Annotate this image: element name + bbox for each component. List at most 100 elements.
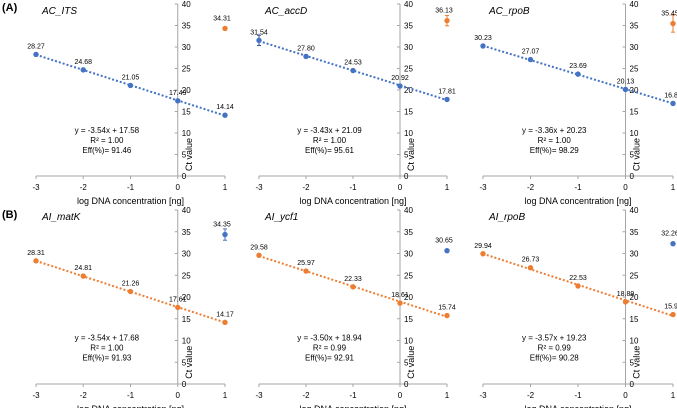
data-point [80, 67, 86, 73]
data-label: 24.81 [74, 265, 92, 272]
x-tick-label: 1 [671, 391, 676, 400]
y-axis-title: Ct value [632, 138, 642, 171]
outlier-label: 36.13 [435, 8, 453, 15]
x-tick-label: -1 [349, 183, 357, 192]
data-point [575, 71, 581, 77]
equation-line: R² = 1.00 [90, 136, 124, 145]
data-point [527, 265, 534, 271]
x-tick-label: 0 [176, 391, 181, 400]
data-label: 20.92 [391, 75, 409, 82]
data-label: 27.80 [297, 45, 315, 52]
outlier-label: 34.31 [213, 15, 231, 22]
x-tick-label: -2 [527, 183, 535, 192]
x-axis-title: log DNA concentration [ng] [299, 404, 406, 408]
data-label: 21.26 [122, 281, 140, 288]
data-label: 27.07 [522, 49, 540, 56]
data-point [256, 37, 262, 44]
equation-line: Eff(%)= 92.91 [305, 354, 355, 363]
equation-line: Eff(%)= 91.46 [82, 146, 132, 155]
data-label: 29.94 [474, 243, 492, 250]
outlier-label: 30.65 [435, 238, 453, 245]
y-tick-label: 0 [630, 380, 635, 389]
outlier-point [444, 17, 450, 24]
data-label: 25.97 [297, 260, 315, 267]
equation-line: y = -3.54x + 17.68 [75, 334, 140, 343]
y-tick-label: 25 [404, 271, 413, 280]
data-point [256, 252, 262, 259]
data-point [670, 100, 676, 107]
y-tick-label: 5 [630, 151, 635, 160]
y-tick-label: 20 [182, 293, 191, 302]
equation-line: y = -3.43x + 21.09 [297, 126, 362, 135]
y-tick-label: 30 [182, 250, 191, 259]
data-point [670, 311, 676, 318]
x-tick-label: 1 [223, 391, 228, 400]
data-point [480, 43, 486, 49]
trendline [482, 252, 674, 317]
y-tick-label: 5 [182, 151, 187, 160]
data-label: 23.69 [569, 63, 587, 70]
outlier-point [222, 25, 228, 32]
data-label: 26.73 [522, 257, 540, 264]
x-tick-label: 1 [671, 183, 676, 192]
x-tick-label: -3 [32, 183, 40, 192]
outlier-label: 35.45 [661, 11, 677, 18]
data-label: 24.68 [74, 59, 92, 66]
data-label: 18.61 [391, 292, 409, 299]
x-tick-label: -2 [527, 391, 535, 400]
y-tick-label: 20 [630, 293, 639, 302]
y-tick-label: 30 [404, 43, 413, 52]
y-tick-label: 20 [630, 86, 639, 95]
outlier-point [444, 247, 450, 254]
y-tick-label: 30 [630, 250, 639, 259]
y-tick-label: 35 [630, 22, 639, 31]
data-point [80, 273, 86, 279]
y-tick-label: 5 [404, 151, 409, 160]
x-tick-label: -2 [302, 183, 310, 192]
chart-title: AI_matK [41, 212, 82, 223]
data-point [397, 83, 403, 89]
y-tick-label: 15 [182, 108, 191, 117]
chart-title: AI_ycf1 [264, 212, 298, 223]
outlier-label: 32.26 [661, 231, 677, 238]
y-tick-label: 35 [630, 228, 639, 237]
data-point [175, 304, 181, 311]
x-tick-label: 0 [623, 183, 628, 192]
x-tick-label: -1 [127, 183, 135, 192]
equation-line: R² = 1.00 [90, 344, 124, 353]
y-tick-label: 0 [404, 380, 409, 389]
y-tick-label: 15 [630, 315, 639, 324]
row-label-a: (A) [2, 2, 18, 14]
equation-line: R² = 1.00 [538, 136, 572, 145]
y-tick-label: 10 [182, 129, 191, 138]
data-label: 20.13 [617, 78, 635, 85]
x-tick-label: 0 [176, 183, 181, 192]
data-point [527, 56, 534, 63]
data-label: 29.58 [250, 244, 268, 251]
equation-line: R² = 0.99 [313, 344, 347, 353]
x-axis-title: log DNA concentration [ng] [77, 196, 184, 206]
data-label: 28.27 [27, 43, 45, 50]
data-point [444, 96, 450, 103]
data-label: 17.49 [169, 90, 187, 97]
data-label: 15.74 [438, 305, 456, 312]
x-tick-label: 0 [398, 183, 403, 192]
data-point [175, 98, 181, 104]
y-tick-label: 25 [182, 65, 191, 74]
y-tick-label: 5 [630, 358, 635, 367]
y-tick-label: 10 [404, 337, 413, 346]
y-tick-label: 35 [182, 228, 191, 237]
data-point [622, 86, 629, 93]
trendline [35, 259, 226, 324]
y-tick-label: 0 [182, 172, 187, 181]
y-axis-title: Ct value [184, 346, 194, 379]
y-tick-label: 25 [182, 271, 191, 280]
equation-line: y = -3.54x + 17.58 [75, 126, 140, 135]
y-tick-label: 30 [182, 43, 191, 52]
